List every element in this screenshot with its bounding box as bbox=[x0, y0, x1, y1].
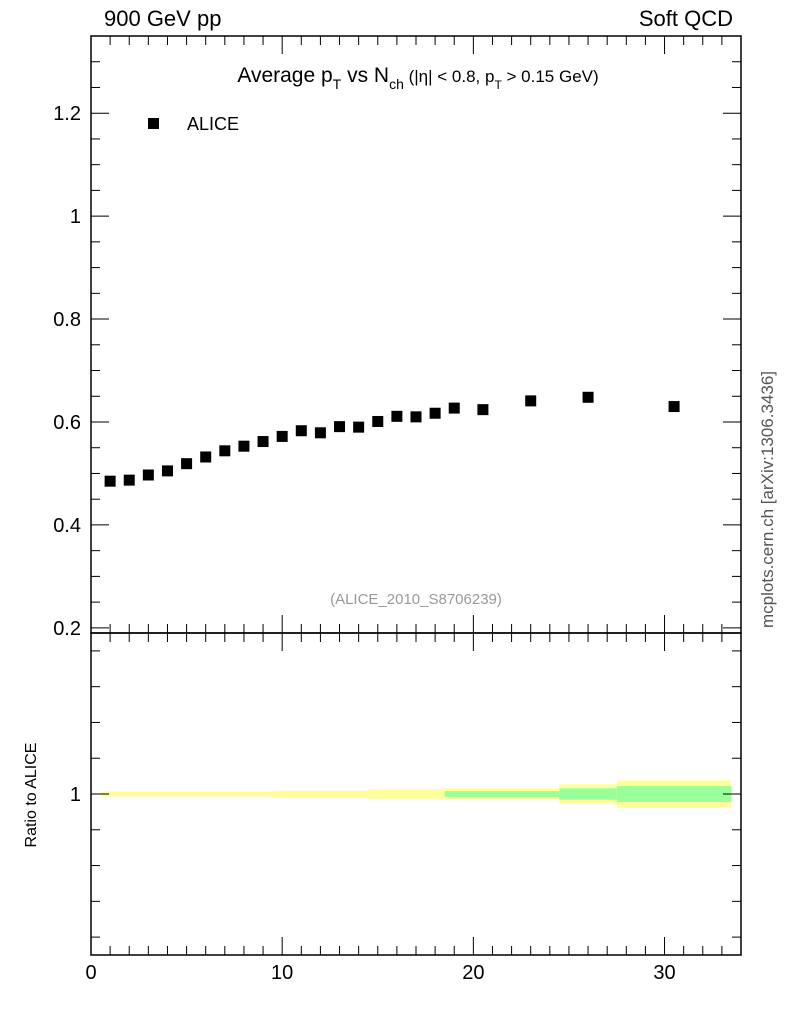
data-point bbox=[477, 404, 489, 416]
chart-title: Average pT vs Nch (|η| < 0.8, pT > 0.15 … bbox=[237, 64, 598, 92]
data-point bbox=[391, 410, 403, 422]
x-tick-label: 30 bbox=[653, 962, 675, 984]
ratio-axis-ticks: 10 10 20 30 bbox=[70, 633, 742, 984]
alice-data-points bbox=[104, 391, 680, 487]
data-point bbox=[314, 427, 326, 439]
x-tick-label: 20 bbox=[462, 962, 484, 984]
data-point bbox=[219, 445, 231, 457]
data-point bbox=[161, 465, 173, 477]
y-tick-label: 0.4 bbox=[53, 515, 81, 537]
data-point bbox=[104, 475, 116, 487]
data-point bbox=[372, 415, 384, 427]
data-point bbox=[142, 469, 154, 481]
data-point bbox=[295, 425, 307, 437]
y-tick-label: 0.6 bbox=[53, 412, 81, 434]
stat-uncertainty-band bbox=[616, 786, 732, 802]
y-tick-label: 1.2 bbox=[53, 103, 81, 125]
total-uncertainty-band bbox=[368, 789, 445, 799]
header-right-label: Soft QCD bbox=[638, 6, 733, 31]
x-tick-label: 10 bbox=[271, 962, 293, 984]
ratio-bands bbox=[100, 780, 732, 808]
y-tick-label: 0.8 bbox=[53, 309, 81, 331]
data-point bbox=[448, 402, 460, 414]
ratio-plot-frame bbox=[90, 632, 742, 956]
stat-uncertainty-band bbox=[444, 791, 560, 797]
data-point bbox=[429, 407, 441, 419]
data-point bbox=[276, 430, 288, 442]
ratio-y-tick-label: 1 bbox=[70, 784, 81, 806]
x-tick-label: 0 bbox=[85, 962, 96, 984]
data-point bbox=[334, 421, 346, 433]
data-point bbox=[123, 474, 135, 486]
y-tick-label: 1 bbox=[70, 206, 81, 228]
data-point bbox=[181, 458, 193, 470]
stat-uncertainty-band bbox=[559, 788, 617, 800]
ratio-y-axis-label: Ratio to ALICE bbox=[23, 743, 40, 848]
data-point bbox=[200, 451, 212, 463]
data-point bbox=[257, 436, 269, 448]
data-point bbox=[525, 395, 537, 407]
data-point bbox=[410, 411, 422, 423]
data-point bbox=[238, 440, 250, 452]
legend-label: ALICE bbox=[187, 114, 239, 134]
data-point bbox=[668, 401, 680, 413]
header-left-label: 900 GeV pp bbox=[104, 6, 222, 31]
data-point bbox=[353, 421, 365, 433]
data-point bbox=[582, 391, 594, 403]
total-uncertainty-band bbox=[100, 791, 273, 797]
analysis-watermark: (ALICE_2010_S8706239) bbox=[330, 591, 502, 608]
total-uncertainty-band bbox=[272, 790, 369, 798]
legend-marker bbox=[148, 118, 159, 129]
main-axis-ticks: 0.2 0.4 0.6 0.8 1 1.2 bbox=[53, 36, 742, 640]
y-tick-label: 0.2 bbox=[53, 618, 81, 640]
